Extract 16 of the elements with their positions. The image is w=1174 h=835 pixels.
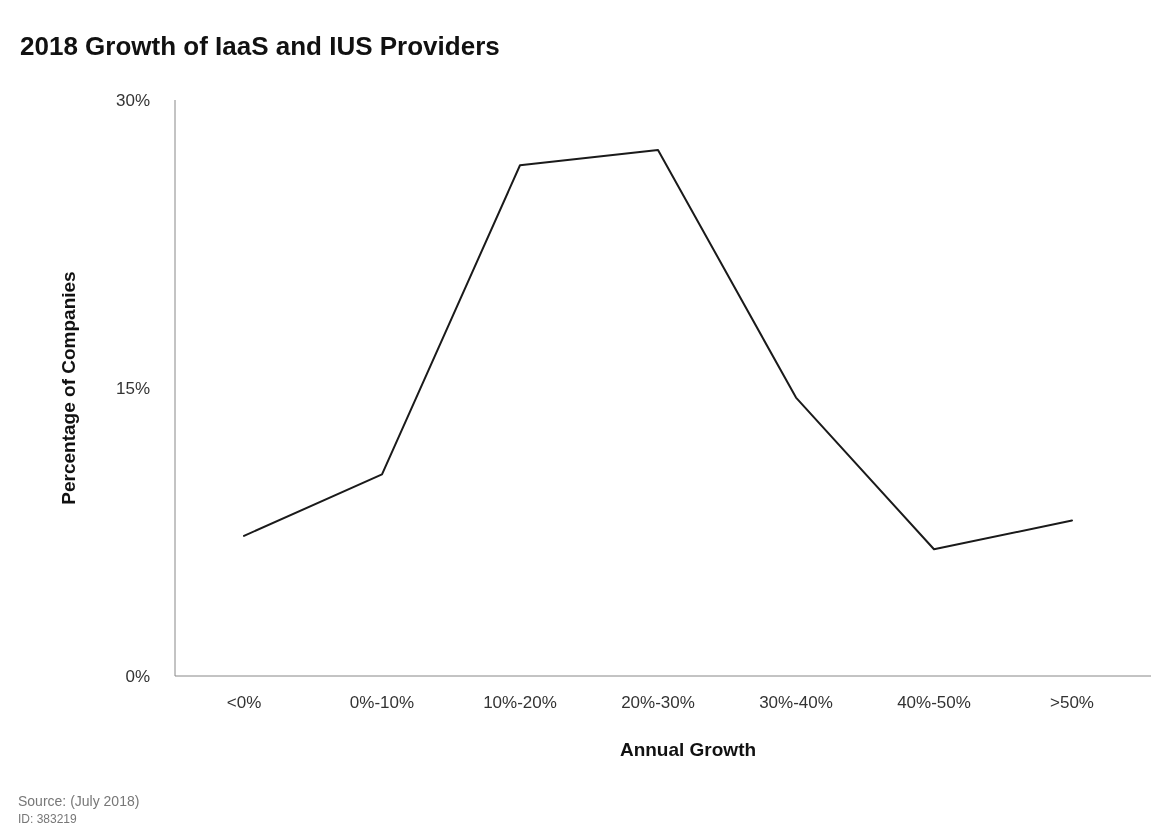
y-tick-label: 0% — [125, 666, 150, 686]
x-tick-label: 10%-20% — [483, 693, 557, 712]
y-tick-label: 30% — [115, 90, 150, 110]
source-note: Source: (July 2018) — [18, 793, 140, 809]
x-axis-title: Annual Growth — [619, 739, 757, 760]
x-tick-label: <0% — [226, 693, 262, 712]
x-tick-label: 20%-30% — [621, 693, 695, 712]
x-tick-label: 30%-40% — [759, 693, 833, 712]
y-axis-title: Percentage of Companies — [58, 271, 79, 505]
chart-title: 2018 Growth of IaaS and IUS Providers — [20, 31, 500, 61]
x-tick-label: 0%-10% — [349, 693, 415, 712]
y-tick-label: 15% — [115, 378, 150, 398]
x-tick-label: >50% — [1050, 693, 1094, 712]
text: ID: 383219 — [18, 812, 78, 826]
line-series — [243, 148, 1073, 551]
x-tick-label: 40%-50% — [897, 693, 971, 712]
